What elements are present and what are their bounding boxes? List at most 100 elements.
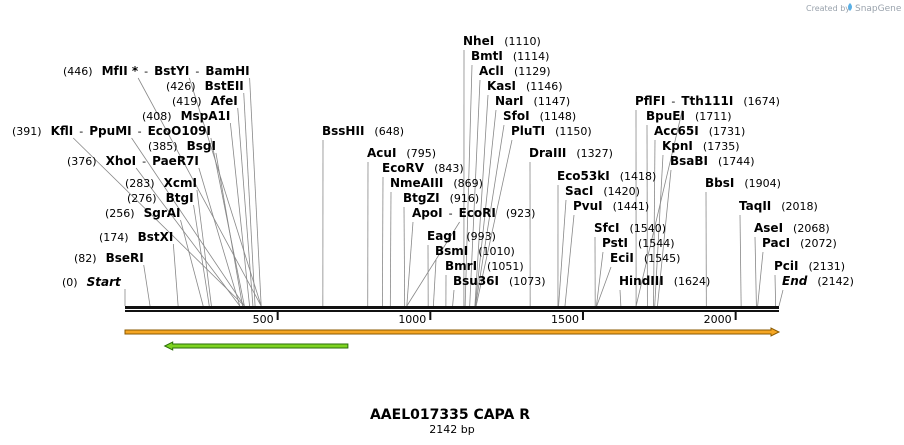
- enzyme-separator: -: [449, 207, 453, 220]
- site-label[interactable]: TaqII (2018): [739, 199, 818, 213]
- site-label[interactable]: (174) BstXI: [99, 230, 173, 244]
- site-label[interactable]: BsmI (1010): [435, 244, 515, 258]
- site-label[interactable]: Bsu36I (1073): [453, 274, 546, 288]
- site-position: (2018): [781, 200, 818, 213]
- site-label[interactable]: SfoI (1148): [503, 109, 576, 123]
- site-label[interactable]: BbsI (1904): [705, 176, 781, 190]
- green-feature-arrow[interactable]: [163, 341, 349, 351]
- axis-tick-mark: [581, 312, 584, 320]
- site-label[interactable]: BpuEI (1711): [646, 109, 732, 123]
- enzyme-name: AfeI: [211, 94, 238, 108]
- site-label[interactable]: (376) XhoI - PaeR7I: [67, 154, 199, 168]
- site-position: (1540): [629, 222, 666, 235]
- cut-leader-line: [474, 109, 497, 307]
- sequence-title: AAEL017335 CAPA R: [370, 407, 530, 423]
- site-label[interactable]: Acc65I (1731): [654, 124, 745, 138]
- site-label[interactable]: (0) Start: [62, 275, 122, 289]
- enzyme-name: Tth111I: [681, 94, 733, 108]
- enzyme-name: SfcI: [594, 221, 619, 235]
- site-label[interactable]: BtgZI (916): [403, 191, 479, 205]
- site-position: (1544): [638, 237, 675, 250]
- site-label[interactable]: BsaBI (1744): [670, 154, 755, 168]
- enzyme-separator: -: [79, 125, 83, 138]
- site-label[interactable]: (276) BtgI: [127, 191, 194, 205]
- site-label[interactable]: EcoRV (843): [382, 161, 464, 175]
- site-label[interactable]: (446) MfII * - BstYI - BamHI: [63, 64, 250, 78]
- enzyme-name: BsgI: [187, 139, 216, 153]
- site-label[interactable]: PacI (2072): [762, 236, 837, 250]
- site-label[interactable]: PstI (1544): [602, 236, 675, 250]
- site-label[interactable]: NheI (1110): [463, 34, 541, 48]
- site-position: (276): [127, 192, 157, 205]
- site-label[interactable]: DraIII (1327): [529, 146, 613, 160]
- site-position: (2131): [809, 260, 846, 273]
- site-label[interactable]: HindIII (1624): [619, 274, 710, 288]
- site-position: (843): [434, 162, 464, 175]
- enzyme-name: AseI: [754, 221, 783, 235]
- enzyme-name: BamHI: [205, 64, 249, 78]
- enzyme-name: AcuI: [367, 146, 396, 160]
- site-label[interactable]: (82) BseRI: [74, 251, 144, 265]
- site-label[interactable]: BmrI (1051): [445, 259, 524, 273]
- enzyme-name: NarI: [495, 94, 524, 108]
- site-label[interactable]: EagI (993): [427, 229, 496, 243]
- site-labels: (0) Start (82) BseRI (174) BstXI (256) SgrAI(27…: [12, 34, 854, 289]
- site-label[interactable]: (426) BstEII: [166, 79, 244, 93]
- site-label[interactable]: AcuI (795): [367, 146, 436, 160]
- site-position: (408): [142, 110, 172, 123]
- site-label[interactable]: (408) MspA1I: [142, 109, 230, 123]
- cut-leader-line: [210, 137, 245, 307]
- site-label[interactable]: PflFI - Tth111I (1674): [635, 94, 780, 108]
- axis-tick-label: 500: [253, 313, 274, 326]
- site-label[interactable]: EciI (1545): [610, 251, 680, 265]
- site-label[interactable]: KpnI (1735): [662, 139, 739, 153]
- site-label[interactable]: BmtI (1114): [471, 49, 549, 63]
- site-label[interactable]: PluTI (1150): [511, 124, 592, 138]
- site-label[interactable]: (256) SgrAI: [105, 206, 181, 220]
- site-label[interactable]: (419) AfeI: [172, 94, 238, 108]
- enzyme-name: SfoI: [503, 109, 530, 123]
- site-label[interactable]: PciI (2131): [774, 259, 845, 273]
- enzyme-name: TaqII: [739, 199, 771, 213]
- site-label[interactable]: (385) BsgI: [148, 139, 216, 153]
- site-label[interactable]: SacI (1420): [565, 184, 640, 198]
- site-label[interactable]: BssHII (648): [322, 124, 404, 138]
- cut-leader-line: [653, 139, 656, 307]
- enzyme-name: EcoRI: [459, 206, 496, 220]
- site-label[interactable]: (391) KflI - PpuMI - EcoO109I: [12, 124, 211, 138]
- site-position: (916): [450, 192, 480, 205]
- site-position: (1051): [487, 260, 524, 273]
- cut-leader-line: [406, 221, 414, 307]
- site-position: (426): [166, 80, 196, 93]
- site-label[interactable]: AclI (1129): [479, 64, 551, 78]
- enzyme-name: Start: [87, 275, 122, 289]
- features: [124, 327, 781, 351]
- enzyme-name: NheI: [463, 34, 494, 48]
- site-label[interactable]: SfcI (1540): [594, 221, 666, 235]
- snapgene-credit: Created by SnapGene: [806, 3, 902, 14]
- cut-leader-line: [243, 92, 256, 307]
- site-label[interactable]: NmeAIII (869): [390, 176, 483, 190]
- cut-leader-line: [72, 137, 245, 307]
- orange-feature-arrow[interactable]: [124, 327, 781, 337]
- axis-ticks: 500 1000 1500 2000: [253, 312, 737, 326]
- cut-leader-line: [381, 176, 384, 307]
- site-label[interactable]: End (2142): [782, 274, 854, 288]
- site-label[interactable]: AseI (2068): [754, 221, 830, 235]
- site-position: (1441): [613, 200, 650, 213]
- site-position: (1147): [534, 95, 571, 108]
- enzyme-name: BstYI: [154, 64, 189, 78]
- site-position: (1418): [620, 170, 657, 183]
- site-position: (1545): [644, 252, 681, 265]
- site-label[interactable]: PvuI (1441): [573, 199, 649, 213]
- site-position: (1904): [744, 177, 781, 190]
- site-label[interactable]: ApoI - EcoRI (923): [412, 206, 535, 220]
- site-position: (1674): [743, 95, 780, 108]
- site-label[interactable]: NarI (1147): [495, 94, 570, 108]
- site-label[interactable]: KasI (1146): [487, 79, 563, 93]
- site-label[interactable]: Eco53kI (1418): [557, 169, 656, 183]
- site-label[interactable]: (283) XcmI: [125, 176, 197, 190]
- site-position: (419): [172, 95, 202, 108]
- dna-backbone: [125, 306, 779, 312]
- enzyme-name: KflI: [51, 124, 74, 138]
